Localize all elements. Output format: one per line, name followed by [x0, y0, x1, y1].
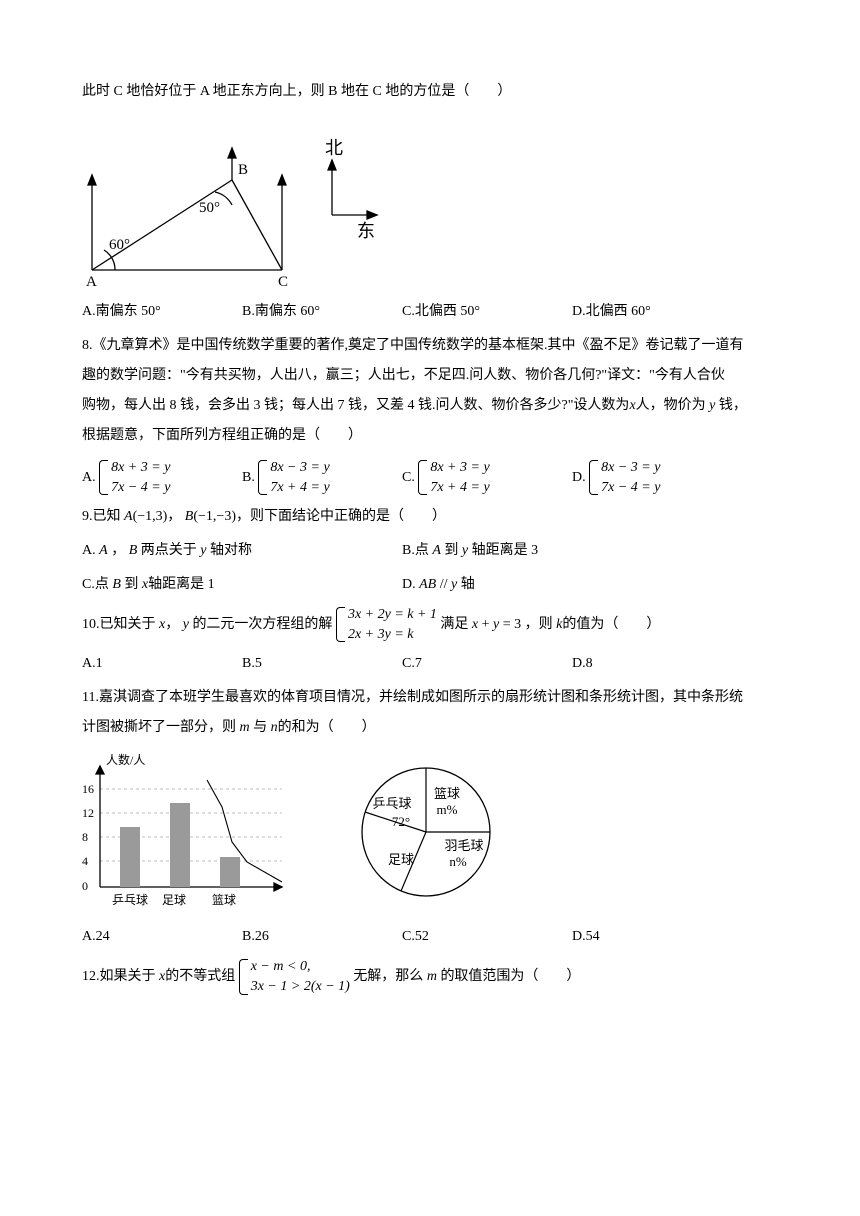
q10-opt-a: A.1 — [82, 650, 242, 678]
q11-bar-3 — [220, 857, 240, 887]
q7-opt-d: D.北偏西 60° — [572, 298, 732, 326]
q7-opt-a: A.南偏东 50° — [82, 298, 242, 326]
q8-opt-a: A. 8x + 3 = y7x − 4 = y — [82, 458, 242, 497]
q8-l3c: 钱， — [715, 398, 747, 413]
q8-l2: 趣的数学问题："今有共买物，人出八，赢三；人出七，不足四.问人数、物价各几何?"… — [82, 362, 778, 390]
q10-post: 满足 x + y = 3 ，则 k的值为（ ） — [440, 617, 660, 632]
q9-opt-a: A. A ， B 两点关于 y 轴对称 — [82, 537, 402, 565]
q8-opt-c: C. 8x + 3 = y7x + 4 = y — [402, 458, 572, 497]
q7-options: A.南偏东 50° B.南偏东 60° C.北偏西 50° D.北偏西 60° — [82, 298, 778, 326]
q11-l2: 计图被撕坏了一部分，则 m 与 n的和为（ ） — [82, 714, 778, 742]
svg-text:8: 8 — [82, 830, 88, 844]
q10-line: 10.已知关于 x， y 的二元一次方程组的解 3x + 2y = k + 12… — [82, 605, 778, 644]
q9-opt-d: D. AB // y 轴 — [402, 571, 475, 599]
q10-options: A.1 B.5 C.7 D.8 — [82, 650, 778, 678]
q9-line: 9.已知 A(−1,3)， B(−1,−3)，则下面结论中正确的是（ ） — [82, 503, 778, 531]
q8-opt-d: D. 8x − 3 = y7x − 4 = y — [572, 458, 732, 497]
q8-l3b: 人，物价为 — [636, 398, 710, 413]
q8-l3a: 购物，每人出 8 钱，会多出 3 钱；每人出 7 钱，又差 4 钱.问人数、物价… — [82, 398, 629, 413]
q7-north: 北 — [325, 138, 343, 158]
q10-opt-b: B.5 — [242, 650, 402, 678]
q10-system: 3x + 2y = k + 12x + 3y = k — [336, 605, 437, 644]
q12-line: 12.如果关于 x的不等式组 x − m < 0,3x − 1 > 2(x − … — [82, 957, 778, 996]
svg-text:篮球: 篮球 — [212, 892, 236, 907]
svg-text:乒乓球: 乒乓球 — [112, 893, 148, 907]
svg-text:篮球: 篮球 — [434, 786, 460, 801]
q9-row2: C.点 B 到 x轴距离是 1 D. AB // y 轴 — [82, 571, 778, 599]
q7-line: 此时 C 地恰好位于 A 地正东方向上，则 B 地在 C 地的方位是（ ） — [82, 78, 778, 106]
q7-angle-a: 60° — [109, 237, 130, 253]
q11-opt-c: C.52 — [402, 923, 572, 951]
q11-opt-b: B.26 — [242, 923, 402, 951]
q11-opt-d: D.54 — [572, 923, 732, 951]
svg-text:n%: n% — [449, 854, 467, 869]
q9-opt-c: C.点 B 到 x轴距离是 1 — [82, 571, 402, 599]
svg-text:m%: m% — [437, 802, 458, 817]
q11-bar-1 — [120, 827, 140, 887]
q12-post: 无解，那么 m 的取值范围为（ ） — [353, 969, 580, 984]
q9-row1: A. A ， B 两点关于 y 轴对称 B.点 A 到 y 轴距离是 3 — [82, 537, 778, 565]
svg-text:72°: 72° — [392, 814, 410, 829]
svg-text:16: 16 — [82, 782, 94, 796]
q7-opt-b: B.南偏东 60° — [242, 298, 402, 326]
svg-text:足球: 足球 — [388, 852, 414, 867]
q11-bar-2 — [170, 803, 190, 887]
svg-text:羽毛球: 羽毛球 — [444, 838, 483, 853]
svg-text:4: 4 — [82, 854, 88, 868]
q11-pie-chart: 篮球 m% 乒乓球 72° 羽毛球 n% 足球 — [346, 752, 506, 912]
q7-label-c: C — [278, 274, 288, 290]
q8-opt-b: B. 8x − 3 = y7x + 4 = y — [242, 458, 402, 497]
q10-opt-d: D.8 — [572, 650, 732, 678]
q11-bar-chart: 人数/人 0 4 8 12 16 乒乓球 足球 篮球 — [82, 752, 292, 917]
q7-opt-c: C.北偏西 50° — [402, 298, 572, 326]
svg-text:乒乓球: 乒乓球 — [372, 796, 411, 811]
q7-east: 东 — [357, 221, 375, 241]
q7-label-a: A — [86, 274, 97, 290]
q11-options: A.24 B.26 C.52 D.54 — [82, 923, 778, 951]
q8-l4: 根据题意，下面所列方程组正确的是（ ） — [82, 422, 778, 450]
q10-opt-c: C.7 — [402, 650, 572, 678]
q8-l3: 购物，每人出 8 钱，会多出 3 钱；每人出 7 钱，又差 4 钱.问人数、物价… — [82, 392, 778, 420]
q11-charts: 人数/人 0 4 8 12 16 乒乓球 足球 篮球 — [82, 752, 778, 917]
q7-diagram: A B C 60° 50° 北 东 — [82, 120, 382, 290]
q12-system: x − m < 0,3x − 1 > 2(x − 1) — [239, 957, 350, 996]
q8-l1: 8.《九章算术》是中国传统数学重要的著作,奠定了中国传统数学的基本框架.其中《盈… — [82, 332, 778, 360]
q11-l1: 11.嘉淇调查了本班学生最喜欢的体育项目情况，并绘制成如图所示的扇形统计图和条形… — [82, 684, 778, 712]
svg-text:0: 0 — [82, 879, 88, 893]
q7-label-b: B — [238, 162, 248, 178]
svg-text:12: 12 — [82, 806, 94, 820]
svg-text:足球: 足球 — [162, 893, 186, 907]
q9-opt-b: B.点 A 到 y 轴距离是 3 — [402, 537, 538, 565]
q8-options: A. 8x + 3 = y7x − 4 = y B. 8x − 3 = y7x … — [82, 458, 778, 497]
q11-bar-ylabel: 人数/人 — [106, 752, 145, 767]
q11-opt-a: A.24 — [82, 923, 242, 951]
q7-angle-c: 50° — [199, 200, 220, 216]
